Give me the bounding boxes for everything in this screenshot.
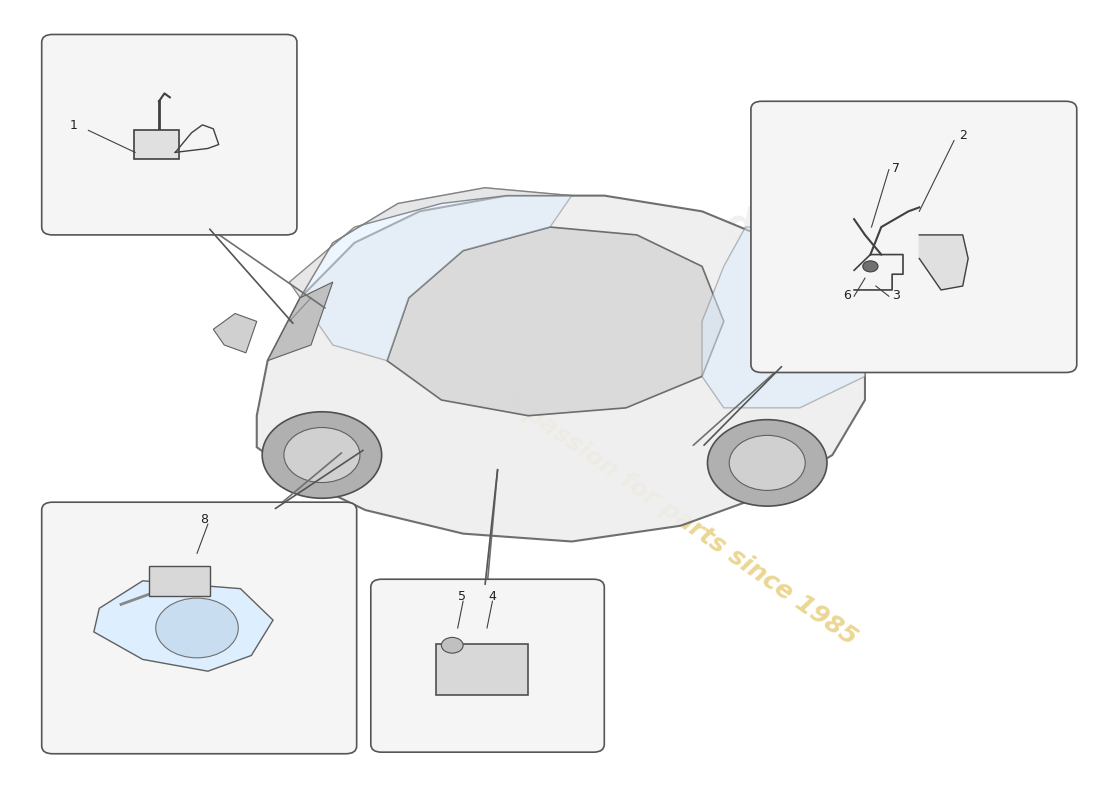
Polygon shape: [387, 227, 724, 416]
Text: a passion for parts since 1985: a passion for parts since 1985: [499, 386, 861, 650]
Text: 3: 3: [892, 290, 900, 302]
Polygon shape: [213, 314, 256, 353]
Text: 6: 6: [844, 290, 851, 302]
Text: 7: 7: [892, 162, 900, 175]
Text: 1: 1: [70, 118, 78, 132]
Polygon shape: [702, 227, 876, 408]
Circle shape: [156, 598, 239, 658]
Polygon shape: [289, 188, 572, 298]
FancyBboxPatch shape: [436, 644, 528, 694]
Text: 2: 2: [959, 129, 967, 142]
FancyBboxPatch shape: [751, 102, 1077, 373]
Polygon shape: [300, 188, 572, 361]
Polygon shape: [865, 337, 898, 369]
Polygon shape: [920, 235, 968, 290]
Text: 5: 5: [458, 590, 465, 602]
FancyBboxPatch shape: [371, 579, 604, 752]
Polygon shape: [267, 282, 333, 361]
Text: 4: 4: [488, 590, 496, 602]
Text: duespares: duespares: [724, 206, 984, 249]
Circle shape: [707, 420, 827, 506]
Circle shape: [729, 435, 805, 490]
Circle shape: [862, 261, 878, 272]
Polygon shape: [256, 196, 865, 542]
Circle shape: [262, 412, 382, 498]
Text: 1985: 1985: [847, 250, 948, 283]
Circle shape: [441, 638, 463, 653]
FancyBboxPatch shape: [42, 502, 356, 754]
Circle shape: [284, 427, 360, 482]
Polygon shape: [94, 581, 273, 671]
FancyBboxPatch shape: [150, 566, 210, 596]
FancyBboxPatch shape: [134, 130, 178, 158]
FancyBboxPatch shape: [42, 34, 297, 235]
Text: 8: 8: [200, 514, 208, 526]
